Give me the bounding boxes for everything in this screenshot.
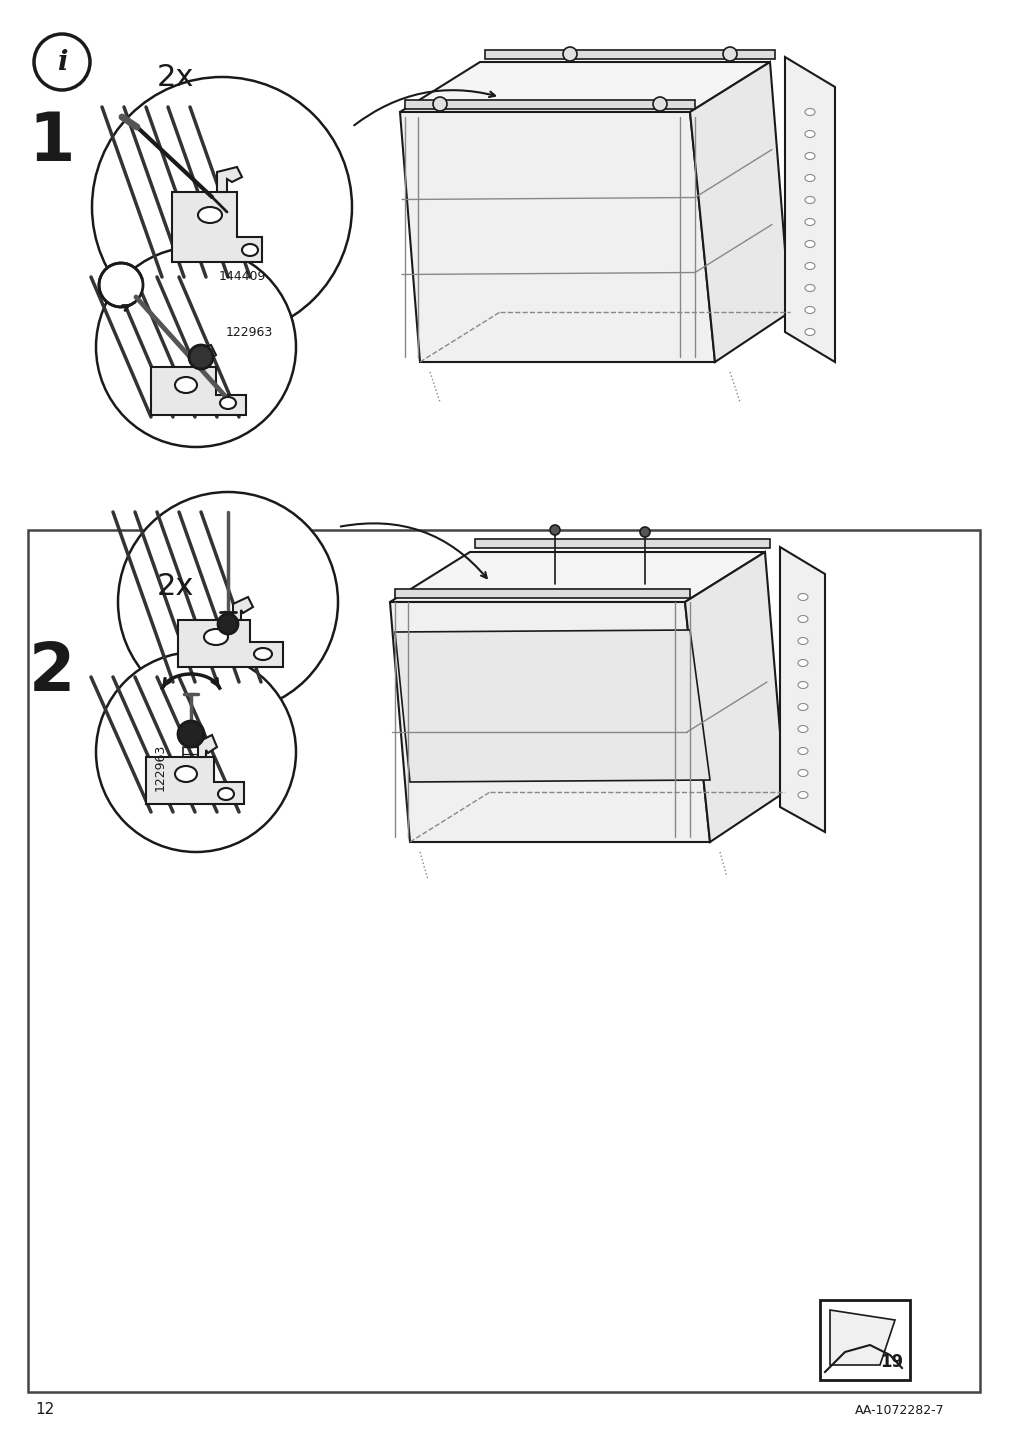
Text: 144409: 144409: [218, 271, 266, 284]
Polygon shape: [684, 551, 785, 842]
Ellipse shape: [804, 285, 814, 292]
Polygon shape: [198, 735, 216, 758]
Polygon shape: [196, 345, 215, 367]
Circle shape: [34, 34, 90, 90]
Bar: [28, 530, 979, 1392]
Ellipse shape: [804, 328, 814, 335]
Ellipse shape: [798, 616, 807, 623]
Ellipse shape: [798, 703, 807, 710]
Ellipse shape: [804, 241, 814, 248]
Polygon shape: [178, 620, 283, 667]
Polygon shape: [233, 597, 253, 620]
Circle shape: [217, 614, 238, 634]
Text: 122963: 122963: [154, 743, 167, 790]
Polygon shape: [146, 758, 244, 803]
Circle shape: [549, 526, 559, 536]
Polygon shape: [785, 57, 834, 362]
Bar: [819, 1300, 909, 1380]
Ellipse shape: [798, 593, 807, 600]
Polygon shape: [172, 192, 262, 262]
Ellipse shape: [798, 637, 807, 644]
Ellipse shape: [242, 243, 258, 256]
Text: 2: 2: [29, 639, 75, 705]
Ellipse shape: [798, 792, 807, 799]
Text: i: i: [57, 49, 67, 76]
Ellipse shape: [219, 397, 236, 410]
Circle shape: [178, 720, 204, 748]
Ellipse shape: [254, 649, 272, 660]
Circle shape: [96, 246, 295, 447]
Circle shape: [118, 493, 338, 712]
Text: AA-1072282-7: AA-1072282-7: [854, 1403, 943, 1416]
Polygon shape: [829, 1310, 894, 1365]
Polygon shape: [779, 547, 824, 832]
Polygon shape: [404, 100, 695, 109]
Ellipse shape: [798, 660, 807, 666]
Circle shape: [722, 47, 736, 62]
Ellipse shape: [804, 109, 814, 116]
Polygon shape: [394, 630, 710, 782]
Circle shape: [562, 47, 576, 62]
Polygon shape: [399, 112, 715, 362]
Ellipse shape: [217, 788, 234, 800]
Text: 2x: 2x: [156, 63, 193, 92]
Ellipse shape: [804, 262, 814, 269]
Polygon shape: [484, 50, 774, 59]
Ellipse shape: [804, 175, 814, 182]
Polygon shape: [216, 168, 242, 192]
Ellipse shape: [804, 219, 814, 225]
Text: 19: 19: [880, 1353, 903, 1370]
Polygon shape: [394, 589, 690, 599]
Ellipse shape: [798, 769, 807, 776]
Polygon shape: [389, 551, 764, 601]
Ellipse shape: [804, 152, 814, 159]
Circle shape: [639, 527, 649, 537]
Circle shape: [433, 97, 447, 112]
Polygon shape: [151, 367, 246, 415]
Ellipse shape: [798, 726, 807, 733]
Text: 2x: 2x: [156, 573, 193, 601]
Ellipse shape: [804, 306, 814, 314]
Ellipse shape: [175, 377, 197, 392]
Text: 12: 12: [35, 1402, 55, 1418]
Circle shape: [189, 345, 212, 369]
Ellipse shape: [204, 629, 227, 644]
Circle shape: [99, 263, 143, 306]
Polygon shape: [389, 601, 710, 842]
Ellipse shape: [198, 208, 221, 223]
Ellipse shape: [798, 682, 807, 689]
Ellipse shape: [804, 130, 814, 137]
Polygon shape: [690, 62, 790, 362]
Ellipse shape: [804, 196, 814, 203]
Text: 122963: 122963: [225, 325, 273, 338]
Circle shape: [652, 97, 666, 112]
Polygon shape: [474, 538, 769, 548]
Text: 1: 1: [28, 109, 75, 175]
Ellipse shape: [175, 766, 197, 782]
Ellipse shape: [798, 748, 807, 755]
Polygon shape: [399, 62, 769, 112]
Circle shape: [96, 652, 295, 852]
Circle shape: [92, 77, 352, 337]
